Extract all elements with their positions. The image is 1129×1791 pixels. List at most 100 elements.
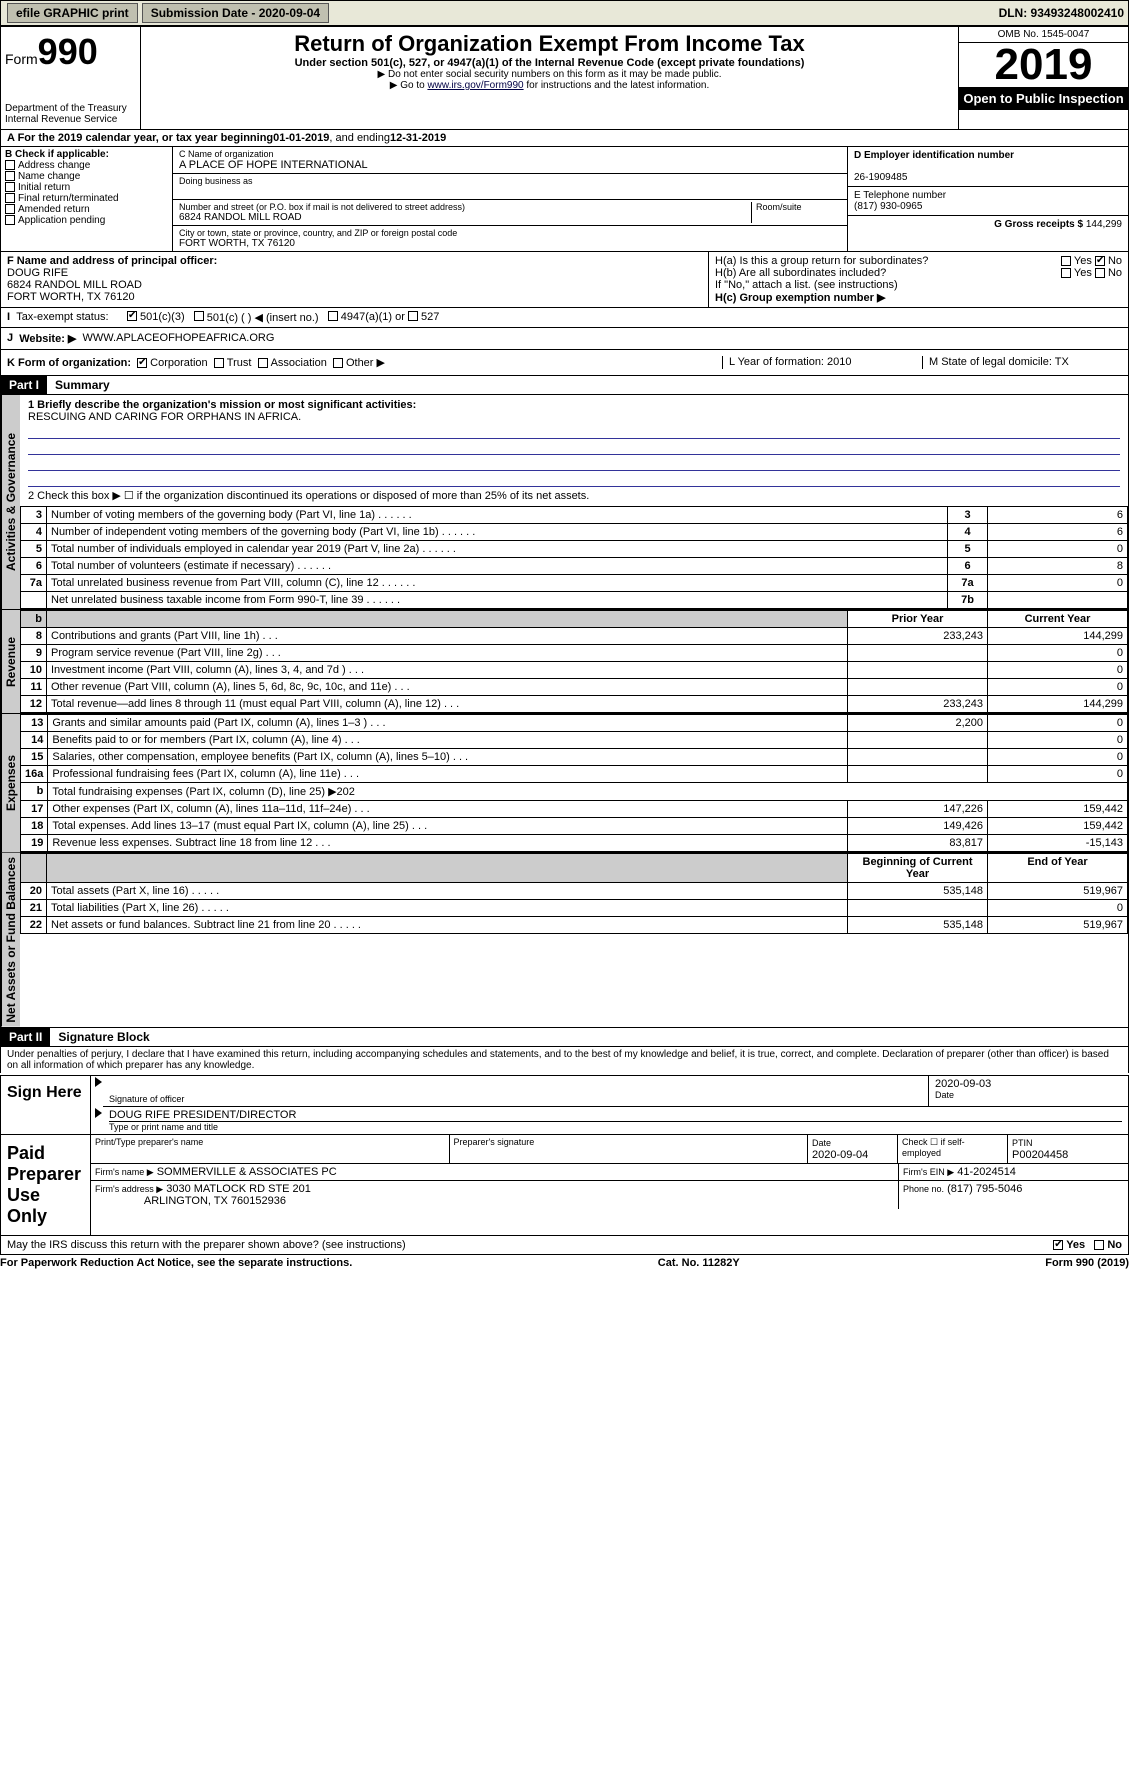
irs-label: Internal Revenue Service xyxy=(5,114,136,125)
checkbox-address-change[interactable] xyxy=(5,160,15,170)
officer-addr2: FORT WORTH, TX 76120 xyxy=(7,291,135,303)
cb-527[interactable] xyxy=(408,311,418,321)
ptin: P00204458 xyxy=(1012,1149,1068,1161)
signature-block: Sign Here Signature of officer 2020-09-0… xyxy=(0,1075,1129,1236)
cb-other[interactable] xyxy=(333,358,343,368)
checkbox-name-change[interactable] xyxy=(5,171,15,181)
org-name-label: C Name of organization xyxy=(179,149,841,159)
tax-year: 2019 xyxy=(959,43,1128,87)
firm-name: SOMMERVILLE & ASSOCIATES PC xyxy=(157,1166,337,1178)
perjury-declaration: Under penalties of perjury, I declare th… xyxy=(0,1047,1129,1073)
year-formation: L Year of formation: 2010 xyxy=(722,356,922,369)
discuss-row: May the IRS discuss this return with the… xyxy=(0,1236,1129,1255)
hb-label: H(b) Are all subordinates included? xyxy=(715,267,886,279)
revenue-table: bPrior YearCurrent Year8Contributions an… xyxy=(20,610,1128,713)
instr-ssn: ▶ Do not enter social security numbers o… xyxy=(145,69,954,80)
expenses-table: 13Grants and similar amounts paid (Part … xyxy=(20,714,1128,852)
cb-501c3[interactable] xyxy=(127,311,137,321)
website-url: WWW.APLACEOFHOPEAFRICA.ORG xyxy=(83,332,275,345)
firm-addr1: 3030 MATLOCK RD STE 201 xyxy=(166,1183,311,1195)
hb-note: If "No," attach a list. (see instruction… xyxy=(715,279,1122,291)
dln-label: DLN: 93493248002410 xyxy=(999,6,1124,20)
officer-name: DOUG RIFE xyxy=(7,267,68,279)
dept-treasury: Department of the Treasury xyxy=(5,103,136,114)
state-domicile: M State of legal domicile: TX xyxy=(922,356,1122,369)
instr-goto: ▶ Go to www.irs.gov/Form990 for instruct… xyxy=(145,80,954,91)
checkbox-initial-return[interactable] xyxy=(5,182,15,192)
irs-link[interactable]: www.irs.gov/Form990 xyxy=(427,80,523,91)
prep-name-label: Print/Type preparer's name xyxy=(91,1135,450,1163)
tab-actgov: Activities & Governance xyxy=(1,395,20,609)
hc-label: H(c) Group exemption number ▶ xyxy=(715,292,885,304)
form-header: Form990 Department of the Treasury Inter… xyxy=(0,26,1129,130)
hb-no[interactable] xyxy=(1095,268,1105,278)
firm-phone: (817) 795-5046 xyxy=(947,1183,1022,1195)
hb-yes[interactable] xyxy=(1061,268,1071,278)
tax-status-row: I Tax-exempt status: 501(c)(3) 501(c) ( … xyxy=(0,308,1129,328)
firm-addr2: ARLINGTON, TX 760152936 xyxy=(144,1195,286,1207)
mission-text: RESCUING AND CARING FOR ORPHANS IN AFRIC… xyxy=(28,411,301,423)
entity-section: B Check if applicable: Address change Na… xyxy=(0,147,1129,252)
discuss-no[interactable] xyxy=(1094,1240,1104,1250)
officer-name-label: Type or print name and title xyxy=(109,1121,1122,1132)
net-assets-section: Net Assets or Fund Balances Beginning of… xyxy=(0,853,1129,1028)
triangle-icon xyxy=(95,1077,102,1087)
street-address: 6824 RANDOL MILL ROAD xyxy=(179,212,751,223)
box-b-label: B Check if applicable: xyxy=(5,149,109,160)
room-label: Room/suite xyxy=(756,202,841,212)
form-number: 990 xyxy=(38,31,98,72)
page-footer: For Paperwork Reduction Act Notice, see … xyxy=(0,1255,1129,1271)
triangle-icon-2 xyxy=(95,1108,102,1118)
tax-period: A For the 2019 calendar year, or tax yea… xyxy=(0,130,1129,147)
sign-here-label: Sign Here xyxy=(1,1076,91,1134)
gross-receipts: 144,299 xyxy=(1086,219,1122,230)
submission-date-button[interactable]: Submission Date - 2020-09-04 xyxy=(142,3,329,23)
activities-governance: Activities & Governance 1 Briefly descri… xyxy=(0,395,1129,610)
cb-corp[interactable] xyxy=(137,358,147,368)
cb-4947[interactable] xyxy=(328,311,338,321)
top-bar: efile GRAPHIC print Submission Date - 20… xyxy=(0,0,1129,26)
officer-label: F Name and address of principal officer: xyxy=(7,255,217,267)
ha-yes[interactable] xyxy=(1061,256,1071,266)
city-state-zip: FORT WORTH, TX 76120 xyxy=(179,238,841,249)
net-assets-table: Beginning of Current YearEnd of Year20To… xyxy=(20,853,1128,934)
governance-table: 3Number of voting members of the governi… xyxy=(20,506,1128,609)
expenses-section: Expenses 13Grants and similar amounts pa… xyxy=(0,714,1129,853)
discuss-yes[interactable] xyxy=(1053,1240,1063,1250)
ha-no[interactable] xyxy=(1095,256,1105,266)
ein-label: D Employer identification number xyxy=(854,150,1014,161)
cb-trust[interactable] xyxy=(214,358,224,368)
tab-net-assets: Net Assets or Fund Balances xyxy=(1,853,20,1027)
prep-sig-label: Preparer's signature xyxy=(450,1135,809,1163)
part2-header: Part II Signature Block xyxy=(0,1028,1129,1047)
cb-501c[interactable] xyxy=(194,311,204,321)
cb-assoc[interactable] xyxy=(258,358,268,368)
footer-mid: Cat. No. 11282Y xyxy=(658,1257,740,1269)
dba-label: Doing business as xyxy=(179,176,841,186)
form-title: Return of Organization Exempt From Incom… xyxy=(145,31,954,57)
tab-revenue: Revenue xyxy=(1,610,20,713)
street-label: Number and street (or P.O. box if mail i… xyxy=(179,202,751,212)
ha-label: H(a) Is this a group return for subordin… xyxy=(715,255,928,267)
footer-left: For Paperwork Reduction Act Notice, see … xyxy=(0,1257,352,1269)
form-subtitle: Under section 501(c), 527, or 4947(a)(1)… xyxy=(145,57,954,69)
q2-text: 2 Check this box ▶ ☐ if the organization… xyxy=(28,489,1120,502)
checkbox-amended[interactable] xyxy=(5,204,15,214)
revenue-section: Revenue bPrior YearCurrent Year8Contribu… xyxy=(0,610,1129,714)
org-name: A PLACE OF HOPE INTERNATIONAL xyxy=(179,159,841,171)
officer-addr1: 6824 RANDOL MILL ROAD xyxy=(7,279,142,291)
self-employed-check[interactable]: Check ☐ if self-employed xyxy=(898,1135,1008,1163)
gross-receipts-label: G Gross receipts $ xyxy=(994,219,1086,230)
prep-date: 2020-09-04 xyxy=(812,1149,868,1161)
sig-date-label: Date xyxy=(935,1090,1122,1100)
footer-right: Form 990 (2019) xyxy=(1045,1257,1129,1269)
phone-value: (817) 930-0965 xyxy=(854,201,922,212)
checkbox-app-pending[interactable] xyxy=(5,215,15,225)
city-label: City or town, state or province, country… xyxy=(179,228,841,238)
q1-label: 1 Briefly describe the organization's mi… xyxy=(28,399,416,411)
ein-value: 26-1909485 xyxy=(854,172,907,183)
officer-group-section: F Name and address of principal officer:… xyxy=(0,252,1129,308)
efile-print-button[interactable]: efile GRAPHIC print xyxy=(7,3,138,23)
checkbox-final-return[interactable] xyxy=(5,193,15,203)
tab-expenses: Expenses xyxy=(1,714,20,852)
